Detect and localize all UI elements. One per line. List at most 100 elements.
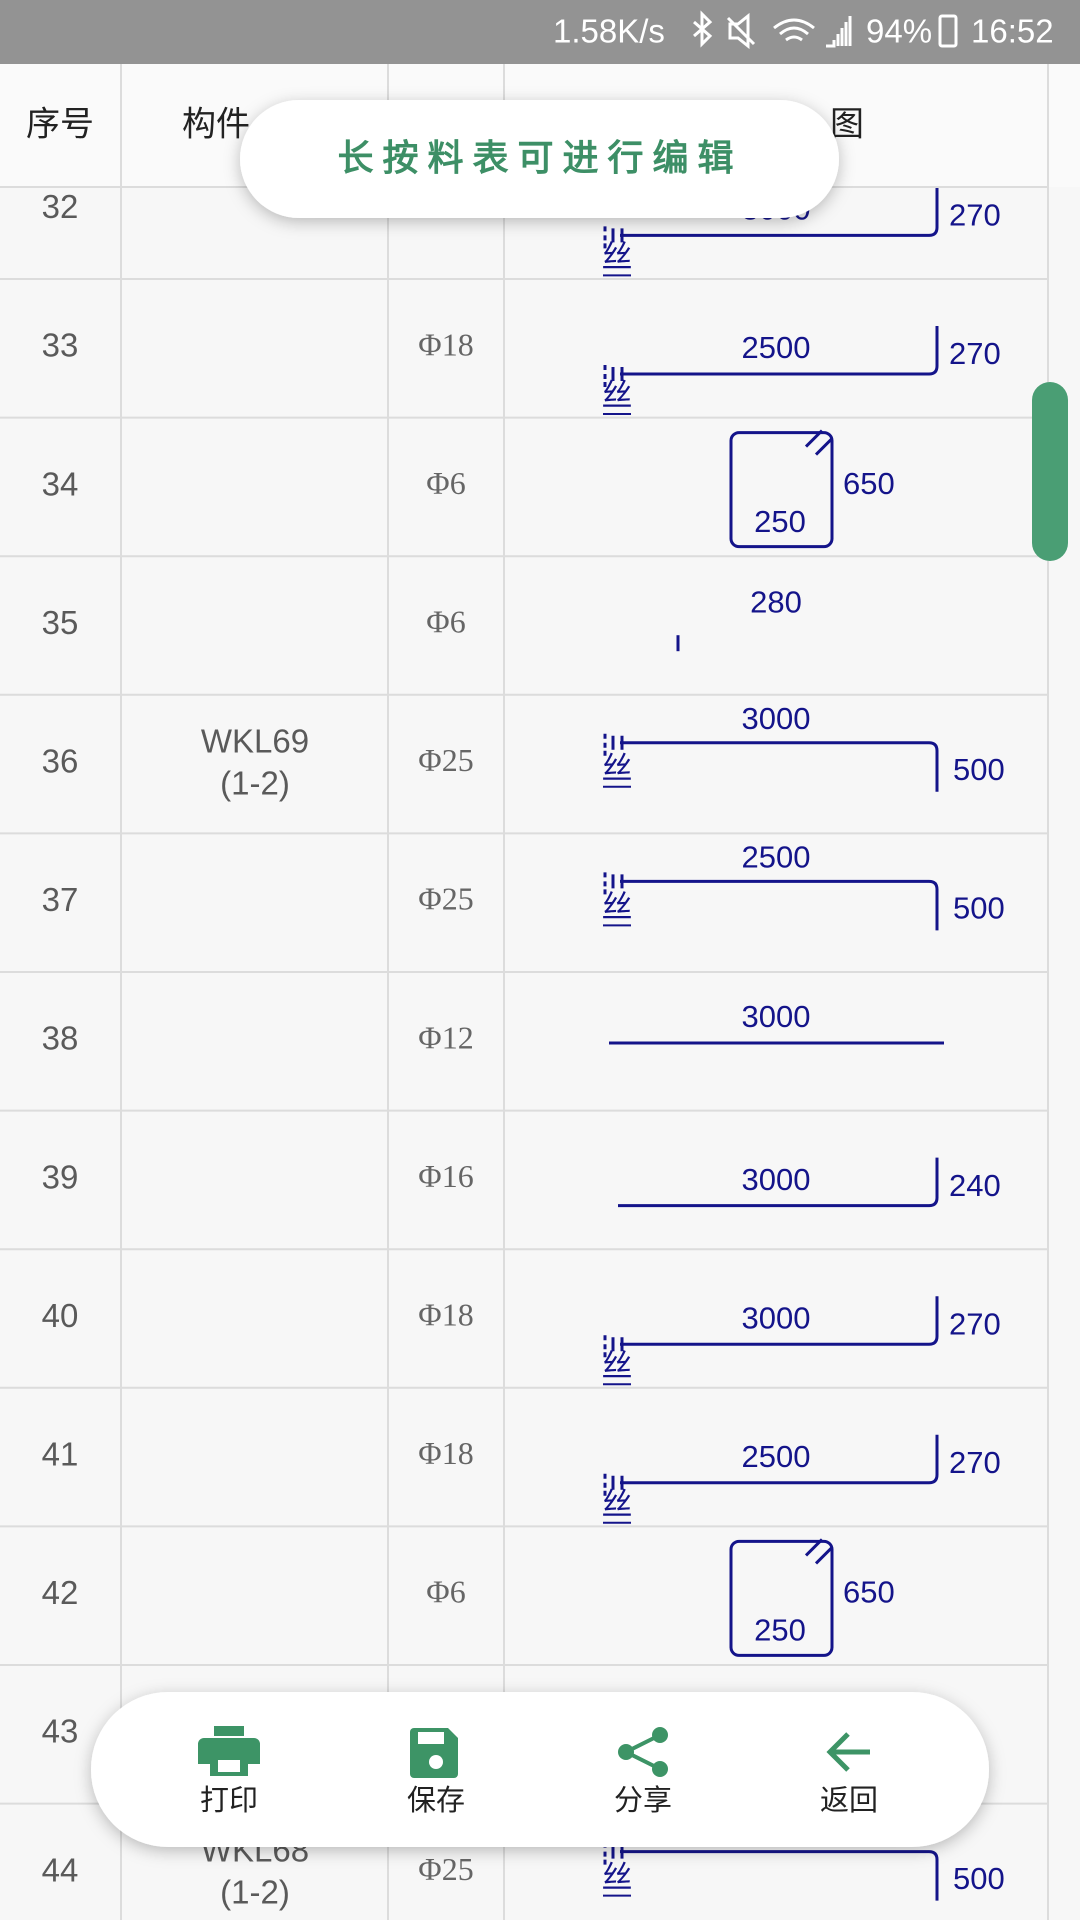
thread-label: 丝 [602,751,633,786]
rebar-grade: Φ6 [426,604,465,640]
header-cell: 图 [830,105,864,145]
status-icons [693,10,958,50]
table-row: 34 Φ6 250 650 [42,429,895,549]
button-label: 打印 [200,1783,258,1817]
rebar-grade: Φ18 [418,326,473,362]
rebar-grade: Φ12 [418,1019,473,1055]
save-button[interactable]: 保存 [407,1728,465,1817]
rebar-grade: Φ25 [418,881,473,917]
table-row: 39 Φ16 3000 240 [42,1157,1001,1208]
table-row: 33 Φ18 2500 270 丝 [42,326,1001,415]
dim-height: 500 [953,891,1005,926]
row-number: 37 [42,881,79,918]
table-row: 38 Φ12 3000 [42,999,944,1057]
header-cell: 构件 [182,105,250,145]
row-number: 43 [42,1713,79,1750]
dim-height: 270 [949,336,1001,371]
dim-height: 270 [949,1306,1001,1341]
member-name: (1-2) [220,1873,290,1910]
status-bar [0,0,1080,64]
rebar-line [620,187,939,237]
row-number: 41 [42,1436,79,1473]
row-number: 36 [42,743,79,780]
rebar-grade: Φ18 [418,1297,473,1333]
print-button[interactable]: 打印 [198,1726,260,1817]
dim-length: 250 [754,1613,806,1648]
toast-text: 长按料表可进行编辑 [337,138,742,179]
table-body: 32 Φ18 3000 270 丝 33 Φ18 2500 270 丝 34 Φ6 250 650 35 Φ6… [42,187,1005,1910]
dim-length: 2500 [742,840,811,875]
row-number: 32 [42,188,79,225]
stirrup-box [729,1539,834,1657]
rebar-line [618,1157,939,1208]
toolbar-bg [91,1692,989,1847]
stirrup-hook [804,429,834,456]
toast: 长按料表可进行编辑 [240,100,839,218]
thread-mark [603,733,624,756]
table-row: 35 Φ6 280 [42,584,802,652]
row-number: 40 [42,1297,79,1334]
dim-height: 650 [843,1575,895,1610]
dim-height: 240 [949,1168,1001,1203]
thread-label: 丝 [602,240,633,275]
stirrup-box [729,431,834,549]
rebar-grade: Φ25 [418,1851,473,1887]
table-row: 42 Φ6 250 650 [42,1538,895,1657]
row-number: 34 [42,465,79,502]
scrollbar-thumb[interactable] [1032,382,1068,561]
rebar-grade: Φ18 [418,1435,473,1471]
share-button[interactable]: 分享 [614,1727,672,1817]
table-row: 40 Φ18 3000 270 丝 [42,1296,1001,1386]
dim-length: 3000 [742,1162,811,1197]
thread-label: 丝 [602,1860,633,1895]
member-name: WKL69 [201,723,309,760]
dim-height: 500 [953,1861,1005,1896]
table-row: 37 Φ25 2500 500 丝 [42,840,1005,931]
dim-length: 3000 [742,1300,811,1335]
dim-height: 270 [949,1445,1001,1480]
row-number: 42 [42,1574,79,1611]
thread-mark [603,226,624,249]
thread-label: 丝 [602,890,633,925]
dim-height: 500 [953,752,1005,787]
row-number: 44 [42,1851,79,1888]
rebar-grade: Φ6 [426,1574,465,1610]
rebar-grade: Φ6 [426,465,465,501]
dim-length: 2500 [742,330,811,365]
thread-label: 丝 [602,1487,633,1522]
thread-mark [603,872,624,895]
thread-label: 丝 [602,378,633,413]
button-label: 返回 [820,1783,878,1817]
dim-length: 2500 [742,1439,811,1474]
row-number: 38 [42,1020,79,1057]
rebar-line [620,1434,939,1485]
rebar-line [620,741,939,792]
row-number: 35 [42,604,79,641]
thread-mark [603,365,624,387]
header-cell: 序号 [26,105,94,145]
rebar-line [620,879,939,931]
battery-level: 94% [866,13,932,50]
clock: 16:52 [971,13,1054,50]
button-label: 保存 [407,1783,465,1817]
table-row: 41 Φ18 2500 270 丝 [42,1434,1001,1524]
dim-height: 270 [949,198,1001,233]
row-number: 39 [42,1158,79,1195]
thread-mark [603,1335,624,1358]
back-button[interactable]: 返回 [820,1732,878,1817]
dim-height: 650 [843,466,895,501]
dim-length: 280 [750,584,802,619]
rebar-grade: Φ16 [418,1158,473,1194]
stirrup-hook [804,1538,834,1565]
table-row: 36 WKL69 (1-2) Φ25 3000 500 丝 [42,701,1005,802]
rebar-line [620,1850,939,1901]
net-speed: 1.58K/s [553,13,665,50]
dim-length: 3000 [742,701,811,736]
dim-length: 3000 [742,999,811,1034]
thread-label: 丝 [602,1348,633,1383]
rebar-line [620,1296,939,1346]
row-number: 33 [42,327,79,364]
thread-mark [603,1473,624,1496]
